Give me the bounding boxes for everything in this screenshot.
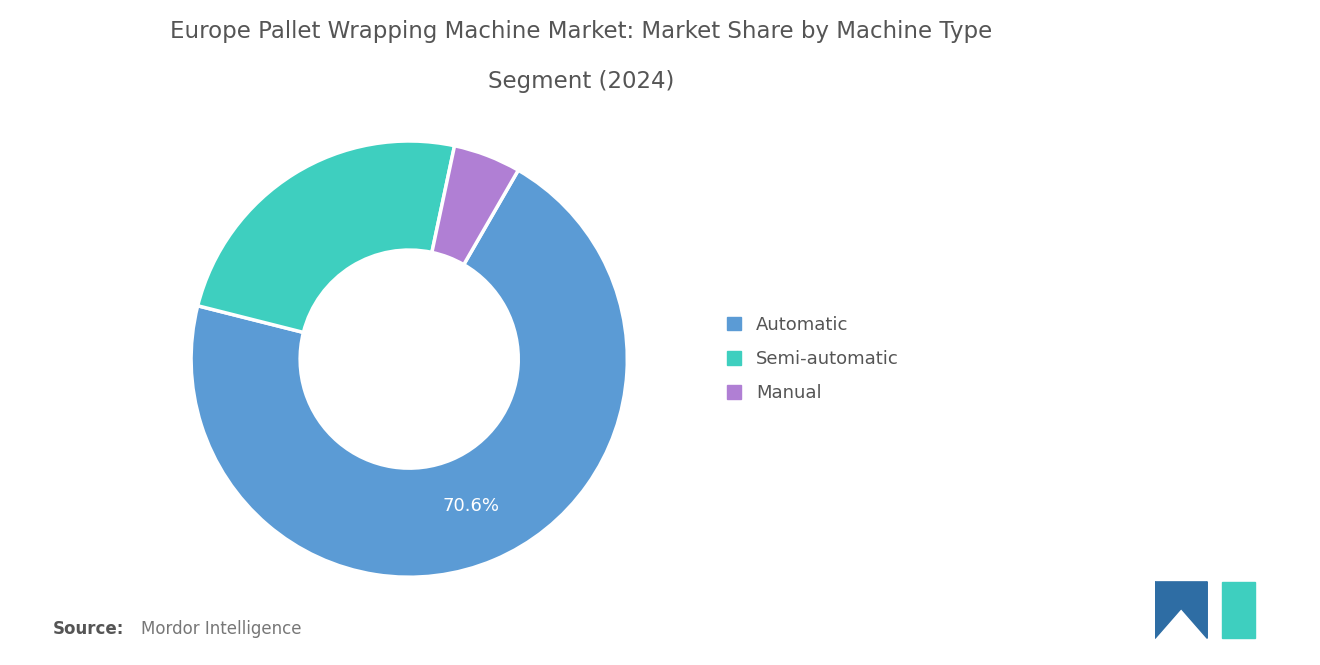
Text: Source:: Source:	[53, 620, 124, 638]
Wedge shape	[432, 146, 519, 265]
Text: Europe Pallet Wrapping Machine Market: Market Share by Machine Type: Europe Pallet Wrapping Machine Market: M…	[170, 20, 991, 43]
Text: Mordor Intelligence: Mordor Intelligence	[141, 620, 302, 638]
Wedge shape	[191, 170, 627, 577]
Wedge shape	[198, 141, 454, 332]
Bar	[1221, 582, 1255, 638]
Polygon shape	[1155, 582, 1181, 638]
Polygon shape	[1155, 582, 1208, 608]
Polygon shape	[1181, 582, 1208, 638]
Text: Segment (2024): Segment (2024)	[487, 70, 675, 93]
Legend: Automatic, Semi-automatic, Manual: Automatic, Semi-automatic, Manual	[718, 307, 908, 412]
Text: 70.6%: 70.6%	[442, 497, 500, 515]
